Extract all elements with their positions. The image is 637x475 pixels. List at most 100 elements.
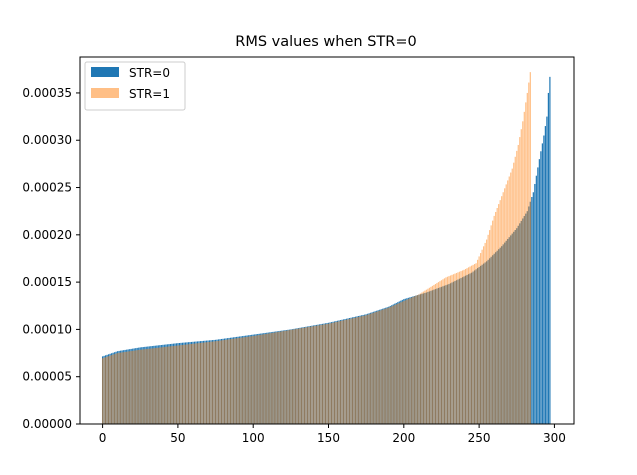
bar-STR=1-205: [410, 297, 412, 424]
bar-STR=1-128: [294, 329, 296, 424]
bar-STR=1-43: [166, 346, 168, 424]
bar-STR=1-14: [123, 352, 125, 424]
bar-STR=1-75: [214, 341, 217, 424]
bar-STR=1-219: [431, 285, 434, 424]
bar-STR=1-262: [496, 208, 498, 424]
bar-STR=1-47: [172, 346, 174, 424]
bar-STR=1-224: [439, 281, 441, 424]
bar-STR=1-246: [472, 264, 474, 424]
chart-title: RMS values when STR=0: [235, 34, 416, 50]
bar-STR=1-268: [505, 184, 507, 424]
bar-STR=1-235: [455, 272, 458, 424]
bar-STR=1-45: [169, 346, 171, 424]
legend-swatch-str0: [91, 67, 119, 77]
y-tick-label: 0.00015: [22, 275, 72, 289]
bar-STR=1-26: [141, 349, 143, 424]
bar-STR=1-165: [350, 318, 352, 424]
bar-STR=1-85: [230, 339, 232, 424]
bar-STR=1-270: [508, 176, 510, 424]
bar-STR=1-93: [242, 337, 244, 424]
bar-STR=1-162: [345, 319, 348, 424]
bar-STR=1-112: [270, 333, 272, 424]
bars-group: [101, 72, 551, 425]
bar-STR=1-200: [403, 301, 405, 424]
bar-STR=1-232: [451, 274, 453, 424]
x-tick-label: 250: [468, 431, 491, 445]
bar-STR=1-95: [245, 337, 247, 424]
bar-STR=1-211: [419, 293, 421, 424]
bar-STR=1-201: [404, 300, 406, 424]
bar-STR=1-271: [510, 172, 512, 424]
bar-STR=1-34: [153, 348, 155, 424]
bar-STR=1-58: [189, 344, 191, 424]
bar-STR=1-83: [227, 339, 229, 424]
bar-STR=1-140: [312, 326, 315, 424]
bar-STR=1-69: [205, 342, 208, 424]
bar-STR=1-48: [174, 345, 176, 424]
bar-STR=0-290: [538, 159, 540, 424]
y-tick-label: 0.00010: [22, 322, 72, 336]
bar-STR=1-55: [184, 344, 187, 424]
bar-STR=1-109: [266, 333, 268, 424]
bar-STR=1-222: [436, 283, 438, 424]
bar-STR=1-117: [278, 331, 280, 424]
bar-STR=1-221: [434, 284, 437, 424]
bar-STR=1-35: [154, 348, 156, 424]
x-tick-label: 200: [392, 431, 415, 445]
bar-STR=1-255: [486, 239, 488, 424]
bar-STR=0-289: [537, 167, 539, 424]
bar-STR=1-234: [454, 273, 456, 424]
bar-STR=1-167: [353, 317, 355, 424]
bar-STR=1-186: [382, 309, 384, 424]
bar-STR=1-193: [392, 305, 394, 424]
bar-STR=1-133: [302, 327, 304, 424]
bar-STR=1-276: [517, 144, 519, 424]
bar-STR=1-44: [168, 346, 170, 424]
bar-STR=1-28: [144, 349, 146, 424]
bar-STR=1-169: [356, 317, 358, 424]
bar-STR=1-143: [317, 325, 319, 424]
bar-STR=0-285: [531, 196, 533, 424]
bar-STR=1-104: [258, 335, 260, 424]
bar-STR=1-88: [234, 338, 236, 424]
bar-STR=1-77: [217, 340, 220, 424]
bar-STR=0-294: [544, 126, 546, 425]
bar-STR=1-60: [192, 343, 194, 424]
bar-STR=1-86: [231, 338, 233, 424]
bar-STR=1-178: [370, 313, 372, 424]
bar-STR=1-97: [248, 336, 250, 424]
bar-STR=1-191: [389, 307, 391, 424]
bar-STR=0-292: [541, 143, 543, 424]
bar-STR=1-237: [458, 271, 461, 424]
bar-STR=1-226: [442, 279, 444, 424]
bar-STR=1-136: [306, 327, 309, 424]
bar-STR=1-188: [385, 308, 387, 424]
bar-STR=1-70: [207, 342, 209, 424]
x-tick-label: 100: [242, 431, 265, 445]
bar-STR=1-25: [139, 349, 141, 424]
bar-STR=1-267: [504, 188, 506, 424]
bar-STR=1-73: [211, 341, 214, 424]
y-tick-label: 0.00005: [22, 370, 72, 384]
bar-STR=1-79: [220, 340, 223, 424]
bar-STR=1-179: [371, 313, 373, 424]
bar-STR=1-127: [293, 329, 295, 424]
bar-STR=1-256: [487, 234, 489, 424]
bar-STR=1-176: [367, 314, 369, 424]
bar-STR=0-291: [540, 151, 542, 424]
legend: STR=0 STR=1: [84, 61, 186, 111]
bar-STR=1-168: [355, 317, 357, 424]
bar-STR=1-273: [513, 162, 515, 424]
bar-STR=1-100: [252, 336, 254, 424]
bar-STR=1-16: [126, 351, 128, 424]
bar-STR=1-122: [285, 330, 287, 424]
bar-STR=1-166: [352, 318, 354, 424]
bar-STR=1-247: [474, 264, 476, 424]
bar-STR=0-296: [547, 92, 549, 424]
bar-STR=1-284: [529, 72, 531, 424]
bar-STR=1-240: [463, 269, 465, 424]
bar-STR=1-231: [449, 275, 452, 424]
bar-STR=1-54: [183, 344, 185, 424]
bar-STR=1-22: [135, 350, 137, 424]
